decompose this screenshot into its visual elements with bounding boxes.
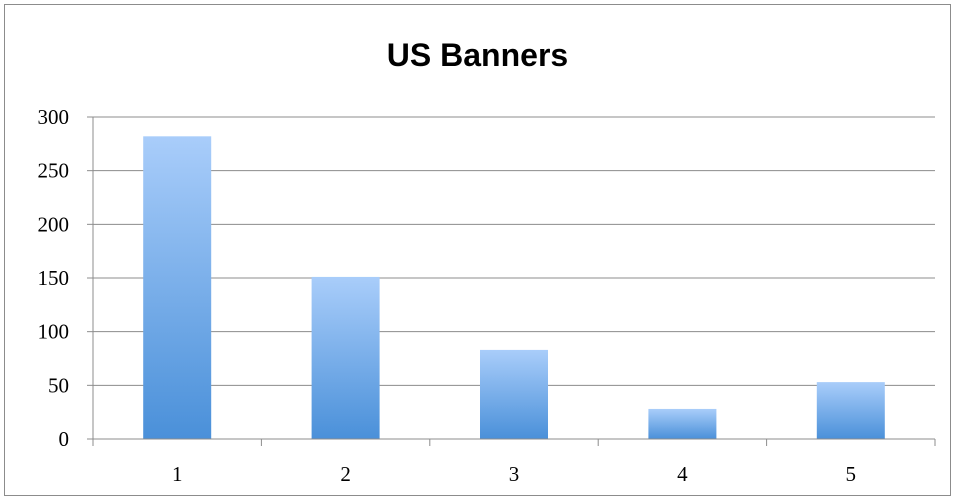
y-tick-label: 50 xyxy=(48,373,69,397)
y-tick-label: 100 xyxy=(38,320,70,344)
x-tick-label: 3 xyxy=(509,462,520,486)
bar-1 xyxy=(143,136,212,439)
x-tick-label: 1 xyxy=(172,462,183,486)
gridlines xyxy=(93,116,935,386)
y-tick-label: 250 xyxy=(38,159,70,183)
y-tick-label: 200 xyxy=(38,212,70,236)
bar-2 xyxy=(311,276,380,439)
tick-labels: 0 50 100 150 200 250 300 1 2 3 4 5 xyxy=(38,105,857,486)
bar-5 xyxy=(816,382,885,439)
bars xyxy=(143,136,885,439)
y-tick-label: 0 xyxy=(59,427,70,451)
x-tick-label: 5 xyxy=(846,462,857,486)
x-tick-label: 4 xyxy=(677,462,688,486)
bar-4 xyxy=(648,408,717,439)
chart-title: US Banners xyxy=(386,37,569,73)
bar-3 xyxy=(480,349,548,439)
y-tick-label: 300 xyxy=(38,105,70,129)
axes xyxy=(87,116,936,446)
x-tick-label: 2 xyxy=(340,462,351,486)
y-tick-label: 150 xyxy=(38,266,70,290)
